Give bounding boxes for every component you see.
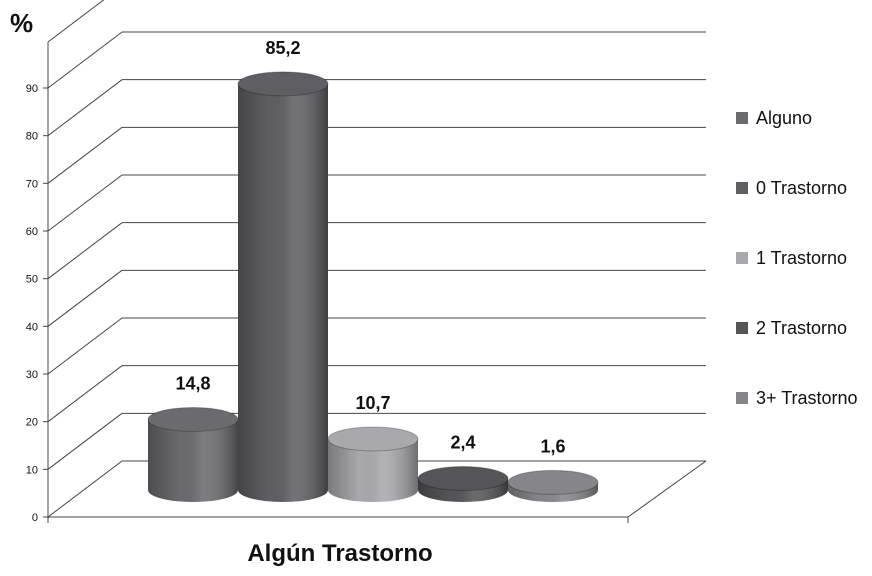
bar-top <box>327 426 419 452</box>
legend-swatch <box>736 252 748 264</box>
y-tick-label: 50 <box>26 274 38 286</box>
legend-item: Alguno <box>736 95 858 141</box>
bar-shading <box>238 83 328 502</box>
legend-swatch <box>736 322 748 334</box>
data-label: 10,7 <box>355 393 390 413</box>
y-tick-label: 30 <box>26 369 38 381</box>
bar <box>507 469 599 502</box>
data-label: 85,2 <box>265 38 300 58</box>
floor-right <box>627 460 707 518</box>
gridline-wall <box>47 31 123 89</box>
legend-label: 1 Trastorno <box>756 247 848 268</box>
legend-swatch <box>736 392 748 404</box>
y-tick-label: 80 <box>26 131 38 143</box>
bar-top <box>147 406 239 432</box>
y-axis-label: % <box>10 8 34 38</box>
legend-item: 3+ Trastorno <box>736 375 858 421</box>
bar <box>237 71 329 502</box>
legend-label: Alguno <box>756 107 813 128</box>
gridline-wall <box>47 126 123 184</box>
gridline-wall <box>47 222 123 280</box>
data-label: 1,6 <box>540 436 565 456</box>
legend-label: 2 Trastorno <box>756 317 848 338</box>
legend: Alguno 0 Trastorno 1 Trastorno 2 Trastor… <box>736 95 858 445</box>
bar <box>147 406 239 502</box>
gridline-wall <box>47 317 123 375</box>
y-tick-label: 40 <box>26 321 38 333</box>
data-labels: 14,8 85,2 10,7 2,4 1,6 <box>175 38 565 456</box>
gridline-wall <box>47 0 105 43</box>
gridline-wall <box>47 365 123 423</box>
bar-shading <box>148 419 238 502</box>
y-tick-label: 70 <box>26 178 38 190</box>
y-tick-label: 90 <box>26 83 38 95</box>
gridline-wall <box>47 79 123 137</box>
y-tick-label: 20 <box>26 417 38 429</box>
bar-top <box>237 71 329 97</box>
legend-item: 0 Trastorno <box>736 165 858 211</box>
bar-shading <box>328 438 418 502</box>
legend-item: 2 Trastorno <box>736 305 858 351</box>
gridline-wall <box>47 174 123 232</box>
legend-label: 3+ Trastorno <box>756 387 858 408</box>
x-axis-label: Algún Trastorno <box>247 540 433 567</box>
y-tick-label: 0 <box>32 512 38 524</box>
gridline-wall <box>47 460 123 518</box>
bar <box>417 466 509 502</box>
data-label: 14,8 <box>175 373 210 393</box>
legend-label: 0 Trastorno <box>756 177 848 198</box>
data-label: 2,4 <box>450 433 475 453</box>
bar <box>327 426 419 502</box>
legend-swatch <box>736 182 748 194</box>
bar-top <box>507 469 599 495</box>
bars <box>147 71 599 502</box>
gridline-wall <box>47 412 123 470</box>
gridline-wall <box>47 269 123 327</box>
legend-item: 1 Trastorno <box>736 235 858 281</box>
y-tick-label: 60 <box>26 226 38 238</box>
legend-swatch <box>736 112 748 124</box>
y-tick-label: 10 <box>26 464 38 476</box>
bar-top <box>417 466 509 492</box>
